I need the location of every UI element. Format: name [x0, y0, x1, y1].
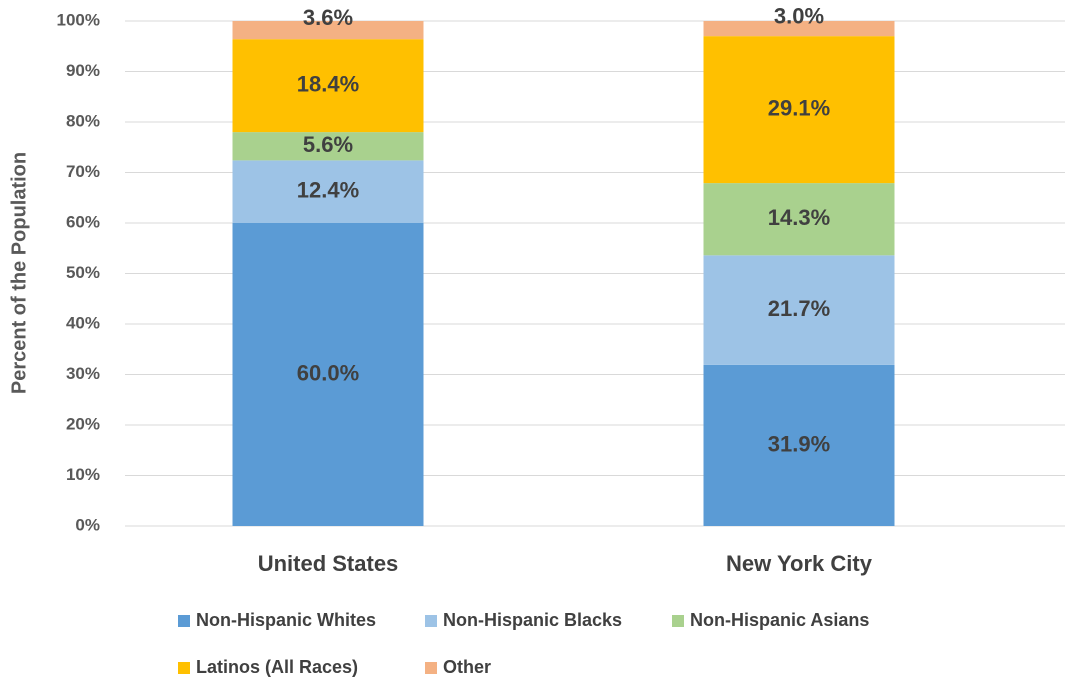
legend-label: Latinos (All Races) — [196, 657, 358, 677]
y-tick-label: 0% — [75, 515, 100, 534]
legend-label: Non-Hispanic Asians — [690, 610, 869, 630]
data-label: 31.9% — [768, 431, 830, 456]
y-tick-label: 80% — [66, 111, 100, 130]
bar-segment — [703, 364, 895, 526]
legend-swatch — [178, 615, 190, 627]
legend-swatch — [425, 662, 437, 674]
y-tick-label: 10% — [66, 465, 100, 484]
bar-segment — [232, 39, 424, 133]
data-label: 60.0% — [297, 360, 359, 385]
y-axis-title: Percent of the Population — [8, 152, 30, 394]
y-tick-label: 70% — [66, 162, 100, 181]
y-tick-label: 60% — [66, 212, 100, 231]
bar-segment — [232, 132, 424, 161]
data-label: 21.7% — [768, 296, 830, 321]
y-tick-label: 20% — [66, 414, 100, 433]
bar-segment — [703, 255, 895, 365]
legend-swatch — [672, 615, 684, 627]
data-label: 18.4% — [297, 71, 359, 96]
legend-label: Other — [443, 657, 491, 677]
x-tick-label: New York City — [726, 551, 873, 576]
bar-segment — [232, 160, 424, 223]
legend-label: Non-Hispanic Whites — [196, 610, 376, 630]
x-tick-label: United States — [258, 551, 399, 576]
data-label: 14.3% — [768, 205, 830, 230]
y-tick-label: 30% — [66, 364, 100, 383]
bar-segment — [232, 223, 424, 526]
legend-swatch — [425, 615, 437, 627]
data-label: 29.1% — [768, 95, 830, 120]
data-label: 5.6% — [303, 132, 353, 157]
y-tick-label: 50% — [66, 263, 100, 282]
data-label: 3.0% — [774, 3, 824, 28]
legend-label: Non-Hispanic Blacks — [443, 610, 622, 630]
y-tick-label: 90% — [66, 61, 100, 80]
bar-segment — [703, 183, 895, 256]
bar-segment — [703, 36, 895, 184]
data-label: 12.4% — [297, 178, 359, 203]
bar-segment — [232, 21, 424, 40]
y-tick-label: 40% — [66, 313, 100, 332]
bar-segment — [703, 21, 895, 37]
data-label: 3.6% — [303, 5, 353, 30]
legend-swatch — [178, 662, 190, 674]
y-tick-label: 100% — [57, 10, 100, 29]
